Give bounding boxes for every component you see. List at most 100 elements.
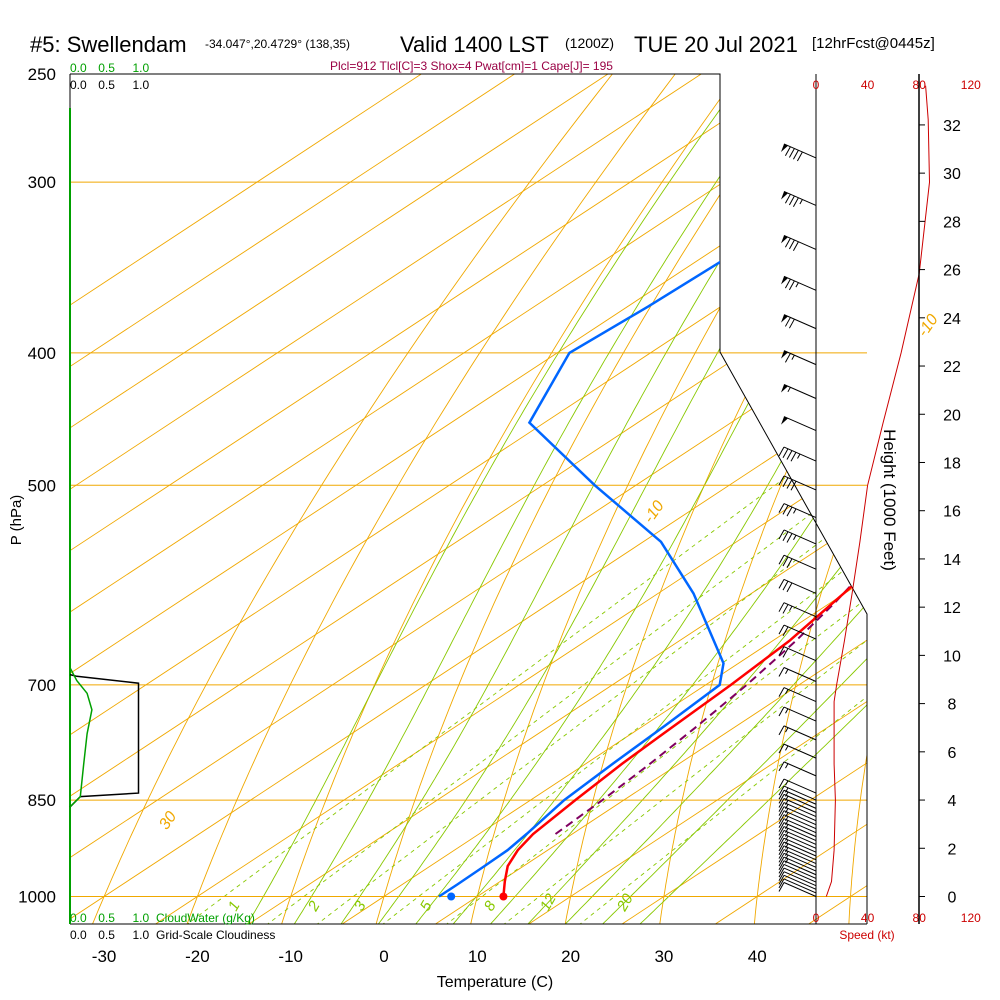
isotherm-line — [70, 74, 832, 924]
wind-barb-flag — [781, 384, 788, 393]
pressure-tick-label: 700 — [28, 676, 56, 695]
surface-dewpoint-marker — [447, 892, 456, 901]
moist-adiabat-line — [563, 74, 867, 924]
dry-adiabat-line — [278, 74, 756, 924]
wind-barb-full — [778, 790, 785, 800]
wind-barb-full — [782, 626, 789, 637]
cloud-water-scale-label: 0.5 — [98, 911, 115, 925]
wind-barb-full — [778, 875, 785, 885]
moist-adiabat-line — [339, 74, 849, 924]
dry-adiabat-line — [373, 74, 819, 924]
wind-barb-full — [792, 197, 799, 207]
mixing-ratio-lines — [185, 352, 867, 924]
wind-barb-staff — [783, 416, 817, 432]
wind-barb-half — [785, 800, 789, 806]
wind-barb-half — [785, 763, 789, 769]
mixing-ratio-line — [315, 352, 867, 924]
mixing-ratio-label: 5 — [417, 898, 436, 914]
wind-barb-staff — [783, 778, 817, 794]
wind-barb-staff — [783, 350, 817, 366]
wind-barb-full — [778, 878, 785, 889]
parcel-profile-line — [554, 541, 867, 835]
wind-barb-full — [778, 860, 785, 870]
wind-barb-staff — [783, 798, 817, 813]
pressure-tick-label: 850 — [28, 791, 56, 810]
cloudiness-scale-label: 0.5 — [98, 928, 115, 942]
wind-barb-full — [792, 241, 799, 251]
height-tick-label: 4 — [948, 793, 957, 810]
sounding-profiles — [438, 101, 867, 901]
wind-barb-full — [778, 837, 785, 848]
dry-adiabat-line — [848, 74, 867, 924]
wind-barb-full — [778, 785, 785, 796]
wind-barb-half — [785, 808, 789, 814]
isotherm-line — [70, 74, 645, 924]
isotherm-line — [619, 74, 867, 924]
wind-barb-full — [788, 239, 795, 250]
wind-barb-staff — [783, 646, 817, 662]
cloudiness-scale-label: 1.0 — [133, 78, 150, 92]
wind-barb-staff — [783, 687, 817, 703]
wind-barb-staff — [783, 602, 817, 618]
cloudiness-scale-label: 0.0 — [70, 78, 87, 92]
wind-barb-half — [785, 828, 789, 834]
wind-barb-full — [782, 477, 789, 487]
wind-barb-staff — [783, 314, 817, 330]
temperature-tick-label: -30 — [92, 947, 117, 966]
wind-barb-half — [785, 843, 789, 849]
mixing-ratio-line — [502, 352, 867, 924]
wind-barb-full — [782, 648, 789, 658]
wind-barb-full — [778, 798, 785, 808]
moist-adiabat-line — [292, 74, 799, 924]
temperature-tick-label: 30 — [654, 947, 673, 966]
station-title: #5: Swellendam — [30, 32, 187, 57]
wind-barb-flag — [781, 314, 788, 323]
wind-barb-half — [785, 745, 789, 751]
wind-barb-full — [778, 529, 785, 540]
wind-barb-half — [785, 708, 789, 714]
isotherm-lines — [70, 74, 867, 924]
wind-barb-half — [785, 858, 789, 864]
speed-scale-label: 120 — [961, 78, 981, 92]
wind-barb-full — [778, 761, 785, 772]
wind-barb-half — [785, 780, 789, 786]
wind-barb-staff — [783, 852, 817, 868]
mixing-ratio-line — [578, 352, 867, 924]
mixing-ratio-label: 12 — [537, 890, 560, 914]
wind-barb-staff — [783, 863, 817, 879]
wind-barb-full — [782, 448, 789, 459]
wind-barb-staff — [783, 856, 817, 872]
wind-barb-half — [785, 727, 789, 733]
wind-barb-flag — [781, 350, 788, 359]
cloudiness-scale-label: 1.0 — [133, 928, 150, 942]
pressure-tick-label: 250 — [28, 65, 56, 84]
wind-barb-staff — [783, 814, 817, 830]
wind-barb-full — [782, 505, 789, 515]
wind-barb-staff — [783, 829, 817, 845]
wind-barb-half — [785, 804, 789, 810]
sounding-indices: Plcl=912 Tlcl[C]=3 Shox=4 Pwat[cm]=1 Cap… — [330, 59, 613, 73]
wind-barb-half — [785, 851, 789, 857]
temperature-tick-label: 40 — [748, 947, 767, 966]
dry-adiabat-line — [468, 74, 867, 924]
moist-adiabat-line — [600, 74, 867, 924]
wind-barb-staff — [783, 806, 817, 822]
cloud-water-profile-line — [69, 667, 93, 808]
cloud-water-scale-label: 0.0 — [70, 911, 87, 925]
wind-barb-flag — [781, 143, 788, 152]
wind-barb-full — [784, 146, 791, 156]
wind-barb-full — [778, 818, 785, 828]
speed-scale-label: 40 — [861, 78, 875, 92]
dry-adiabat-line — [753, 74, 867, 924]
wind-barb-half — [785, 824, 789, 830]
wind-barb-full — [786, 533, 793, 543]
height-tick-label: 32 — [943, 118, 961, 135]
wind-barb-half — [795, 282, 799, 288]
height-tick-label: 28 — [943, 214, 961, 231]
wind-barb-half — [785, 795, 789, 801]
wind-barb-full — [792, 150, 799, 160]
isotherm-line — [70, 74, 867, 924]
height-tick-label: 30 — [943, 166, 961, 183]
moist-adiabat-line — [246, 74, 755, 924]
wind-barb-full — [778, 841, 785, 852]
